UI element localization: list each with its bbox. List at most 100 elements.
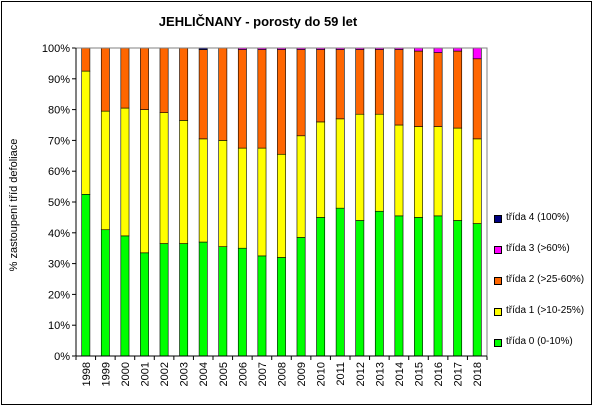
bar-2010-class-1: [316, 121, 326, 218]
legend-swatch-class-1: [494, 308, 502, 316]
bar-2016-class-1: [433, 126, 443, 217]
bar-2018-class-1: [472, 138, 482, 224]
x-tick-label-1999: 1999: [100, 362, 112, 386]
y-tick-label-1: 10%: [48, 320, 70, 332]
legend-label-class-1: třída 1 (>10-25%): [506, 305, 585, 316]
bar-2006-class-1: [237, 147, 247, 249]
bar-2017-class-1: [453, 127, 463, 221]
bar-2001-class-0: [140, 252, 149, 357]
legend-swatch-class-4: [494, 215, 502, 223]
bar-2004-class-2: [198, 49, 208, 140]
bar-2000-class-1: [120, 107, 130, 237]
bar-2013-class-2: [374, 49, 384, 115]
y-tick-label-10: 100%: [42, 43, 70, 55]
legend-label-class-3: třída 3 (>60%): [506, 243, 570, 254]
x-tick-label-2004: 2004: [198, 362, 210, 386]
bar-2002-class-0: [159, 243, 169, 357]
bar-2008-class-2: [277, 49, 286, 155]
bar-2018-class-3: [472, 47, 482, 60]
chart-title: JEHLIČNANY - porosty do 59 let: [158, 14, 358, 29]
legend-swatch-class-2: [494, 277, 502, 285]
legend-item-class-0: třída 0 (0-10%): [494, 336, 590, 367]
bar-2012-class-2: [355, 49, 365, 115]
bar-2016-class-2: [433, 52, 443, 127]
legend-item-class-4: třída 4 (100%): [494, 212, 590, 243]
y-tick-label-3: 30%: [48, 259, 70, 271]
bar-2013-class-1: [374, 113, 384, 212]
legend-label-class-4: třída 4 (100%): [506, 212, 570, 223]
bar-2003-class-2: [179, 47, 189, 121]
bar-2009-class-1: [296, 135, 306, 238]
bar-2005-class-2: [218, 47, 228, 141]
x-tick-label-2005: 2005: [218, 362, 230, 386]
bar-2007-class-0: [257, 255, 267, 357]
bar-2008-class-0: [277, 257, 286, 357]
bar-2016-class-0: [433, 215, 443, 357]
x-tick-label-2009: 2009: [296, 362, 308, 386]
bar-2004-class-1: [198, 138, 208, 243]
bar-1999-class-1: [100, 110, 110, 231]
x-tick-label-2018: 2018: [472, 362, 484, 386]
bar-2000-class-2: [120, 47, 130, 109]
bar-2007-class-2: [257, 49, 267, 149]
bar-2014-class-2: [394, 49, 404, 126]
y-tick-label-2: 20%: [48, 289, 70, 301]
bar-2010-class-0: [316, 217, 326, 357]
bar-2012-class-0: [355, 220, 365, 357]
bar-1999-class-0: [100, 229, 110, 357]
legend-item-class-1: třída 1 (>10-25%): [494, 305, 590, 336]
bar-1998-class-2: [81, 47, 91, 72]
bar-2005-class-0: [218, 246, 228, 357]
y-tick-label-8: 80%: [48, 105, 70, 117]
x-tick-label-2014: 2014: [394, 362, 406, 386]
x-tick-label-2002: 2002: [159, 362, 171, 386]
x-tick-label-2012: 2012: [355, 362, 367, 386]
legend-label-class-2: třída 2 (>25-60%): [506, 274, 585, 285]
bar-2011-class-1: [335, 118, 345, 209]
bar-2000-class-0: [120, 235, 130, 357]
bar-2017-class-2: [453, 50, 463, 129]
bar-1998-class-0: [81, 194, 91, 357]
bar-2004-class-0: [198, 241, 208, 357]
y-tick-label-6: 60%: [48, 166, 70, 178]
y-tick-label-7: 70%: [48, 135, 70, 147]
bar-2015-class-2: [414, 50, 423, 127]
bar-2002-class-1: [159, 112, 169, 244]
legend-item-class-2: třída 2 (>25-60%): [494, 274, 590, 305]
x-tick-label-2010: 2010: [316, 362, 328, 386]
y-tick-label-0: 0%: [54, 351, 70, 363]
y-tick-label-9: 90%: [48, 74, 70, 86]
bar-2011-class-0: [335, 207, 345, 357]
legend-swatch-class-3: [494, 246, 502, 254]
bar-1999-class-2: [100, 47, 110, 112]
y-tick-label-5: 50%: [48, 197, 70, 209]
legend-label-class-0: třída 0 (0-10%): [506, 336, 573, 347]
legend-swatch-class-0: [494, 339, 502, 347]
x-tick-label-2006: 2006: [237, 362, 249, 386]
x-tick-label-2015: 2015: [414, 362, 426, 386]
y-tick-label-4: 40%: [48, 228, 70, 240]
bar-1998-class-1: [81, 70, 91, 195]
bar-2001-class-2: [140, 47, 149, 110]
bar-2002-class-2: [159, 47, 169, 113]
bar-2014-class-0: [394, 215, 404, 357]
bar-2016-class-3: [433, 47, 443, 53]
x-tick-label-2003: 2003: [179, 362, 191, 386]
bar-2009-class-0: [296, 237, 306, 357]
x-tick-label-2001: 2001: [140, 362, 152, 386]
bar-2011-class-2: [335, 49, 345, 120]
x-tick-label-2016: 2016: [433, 362, 445, 386]
bar-2006-class-2: [237, 49, 247, 149]
x-tick-label-2000: 2000: [120, 362, 132, 386]
bar-2015-class-0: [414, 217, 423, 357]
x-tick-label-2008: 2008: [277, 362, 289, 386]
x-tick-label-2007: 2007: [257, 362, 269, 386]
x-tick-label-1998: 1998: [81, 362, 93, 386]
legend-item-class-3: třída 3 (>60%): [494, 243, 590, 274]
bar-2003-class-1: [179, 120, 189, 244]
bar-2001-class-1: [140, 109, 149, 254]
bar-2007-class-1: [257, 147, 267, 257]
bar-2010-class-2: [316, 49, 326, 123]
x-tick-label-2011: 2011: [335, 362, 347, 386]
